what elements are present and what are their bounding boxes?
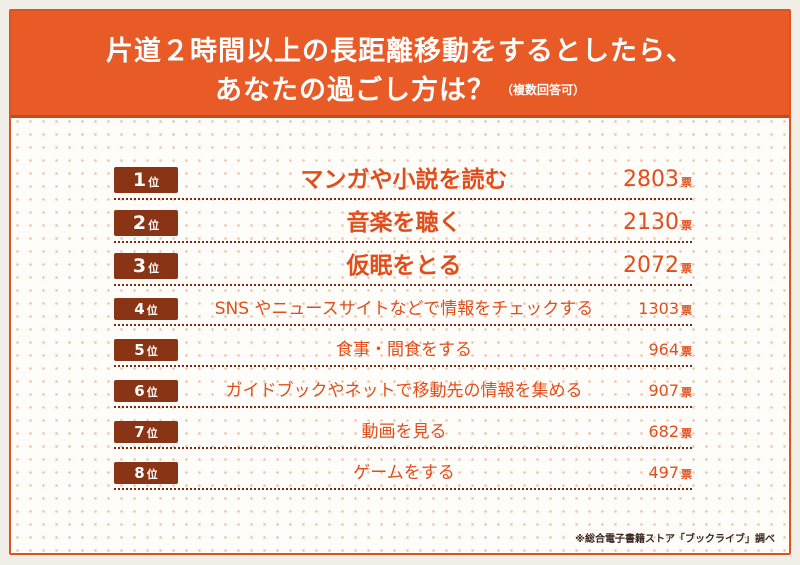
vote-unit: 票 xyxy=(681,262,692,275)
title-line-2: あなたの過ごし方は？ （複数回答可） xyxy=(11,68,789,107)
vote-count: 2803 票 xyxy=(623,165,692,198)
vote-number: 1303 xyxy=(638,299,679,318)
answer-label: 動画を見る xyxy=(361,422,447,442)
answer-label: 音楽を聴く xyxy=(346,210,462,236)
vote-number: 2072 xyxy=(623,253,679,278)
rank-unit: 位 xyxy=(146,468,158,481)
answer-label: 仮眠をとる xyxy=(346,253,462,279)
ranking-row: 1 位 マンガや小説を読む 2803 票 xyxy=(114,165,692,200)
vote-count: 1303 票 xyxy=(638,297,692,323)
ranking-row: 8 位 ゲームをする 497 票 xyxy=(114,461,692,490)
answer-label: 食事・間食をする xyxy=(336,340,472,360)
title-line-1: 片道２時間以上の長距離移動をするとしたら、 xyxy=(106,36,694,67)
vote-unit: 票 xyxy=(681,386,692,399)
ranking-row: 6 位 ガイドブックやネットで移動先の情報を集める 907 票 xyxy=(114,379,692,408)
rank-number: 7 xyxy=(134,423,145,441)
vote-count: 2130 票 xyxy=(623,208,692,241)
vote-number: 682 xyxy=(648,422,679,441)
rank-number: 1 xyxy=(132,169,147,191)
ranking-row: 3 位 仮眠をとる 2072 票 xyxy=(114,251,692,286)
vote-number: 964 xyxy=(648,340,679,359)
vote-number: 907 xyxy=(648,381,679,400)
ranking-row: 5 位 食事・間食をする 964 票 xyxy=(114,338,692,367)
vote-unit: 票 xyxy=(681,468,692,481)
vote-unit: 票 xyxy=(681,176,692,189)
vote-unit: 票 xyxy=(681,427,692,440)
vote-number: 2803 xyxy=(623,167,679,192)
vote-count: 2072 票 xyxy=(623,251,692,284)
vote-count: 964 票 xyxy=(648,338,692,364)
ranking-row: 7 位 動画を見る 682 票 xyxy=(114,420,692,449)
rank-number: 3 xyxy=(132,255,147,277)
vote-unit: 票 xyxy=(681,219,692,232)
rank-number: 2 xyxy=(132,212,147,234)
ranking-row: 2 位 音楽を聴く 2130 票 xyxy=(114,208,692,243)
answer-label: SNS やニュースサイトなどで情報をチェックする xyxy=(214,299,594,319)
vote-count: 497 票 xyxy=(648,461,692,487)
title-line-2-text: あなたの過ごし方は？ xyxy=(214,75,495,106)
vote-count: 682 票 xyxy=(648,420,692,446)
rank-unit: 位 xyxy=(146,386,158,399)
vote-number: 2130 xyxy=(623,210,679,235)
rank-unit: 位 xyxy=(148,219,160,232)
rank-unit: 位 xyxy=(148,262,160,275)
answer-label: マンガや小説を読む xyxy=(300,167,508,193)
ranking-row: 4 位 SNS やニュースサイトなどで情報をチェックする 1303 票 xyxy=(114,297,692,326)
infographic-card: 片道２時間以上の長距離移動をするとしたら、 あなたの過ごし方は？ （複数回答可） … xyxy=(9,9,791,555)
rank-unit: 位 xyxy=(146,345,158,358)
title-banner: 片道２時間以上の長距離移動をするとしたら、 あなたの過ごし方は？ （複数回答可） xyxy=(11,11,789,118)
rank-unit: 位 xyxy=(146,304,158,317)
vote-unit: 票 xyxy=(681,304,692,317)
rank-number: 8 xyxy=(134,464,145,482)
title-note: （複数回答可） xyxy=(500,83,585,97)
answer-label: ゲームをする xyxy=(353,463,455,483)
vote-count: 907 票 xyxy=(648,379,692,405)
rank-unit: 位 xyxy=(146,427,158,440)
rank-number: 5 xyxy=(134,341,145,359)
source-footnote: ※総合電子書籍ストア「ブックライブ」調べ xyxy=(575,534,775,545)
vote-number: 497 xyxy=(648,463,679,482)
rank-number: 6 xyxy=(134,382,145,400)
rank-unit: 位 xyxy=(148,176,160,189)
rank-number: 4 xyxy=(134,300,145,318)
vote-unit: 票 xyxy=(681,345,692,358)
answer-label: ガイドブックやネットで移動先の情報を集める xyxy=(225,381,583,401)
